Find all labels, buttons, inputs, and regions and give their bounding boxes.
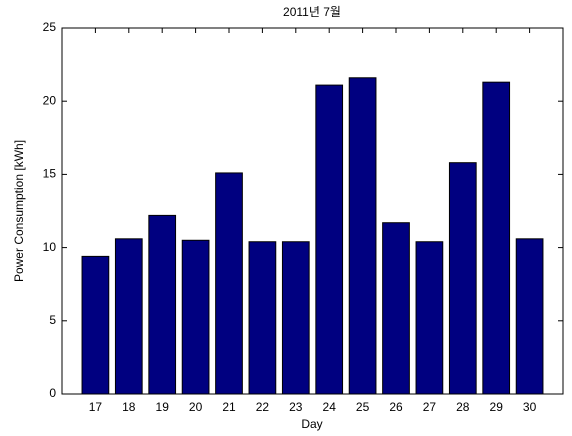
bar (114, 238, 143, 395)
bar (281, 241, 310, 395)
x-tick-label: 25 (356, 400, 370, 414)
x-tick-label: 24 (323, 400, 337, 414)
chart-title: 2011년 7월 (283, 5, 341, 19)
bar (215, 172, 243, 395)
x-axis-label: Day (301, 417, 322, 431)
x-tick-label: 22 (256, 400, 270, 414)
bar (248, 241, 277, 395)
bar (81, 255, 110, 395)
x-tick-label: 28 (456, 400, 470, 414)
y-axis-label: Power Consumption [kWh] (12, 140, 26, 282)
bar (148, 214, 177, 395)
y-tick-label: 25 (43, 20, 57, 34)
bar (348, 77, 377, 395)
y-tick-label: 0 (49, 386, 56, 400)
y-tick-label: 5 (49, 313, 56, 327)
x-tick-label: 29 (490, 400, 504, 414)
bar (482, 81, 511, 395)
x-tick-label: 19 (156, 400, 170, 414)
x-tick-label: 20 (189, 400, 203, 414)
x-tick-label: 17 (89, 400, 103, 414)
bar (515, 238, 544, 395)
y-tick-label: 20 (43, 93, 57, 107)
axes-box (61, 27, 564, 395)
x-tick-label: 21 (222, 400, 236, 414)
x-tick-label: 23 (289, 400, 303, 414)
bar (415, 241, 444, 395)
bar (315, 84, 344, 395)
x-tick-label: 27 (423, 400, 437, 414)
bar (382, 222, 410, 395)
x-tick-label: 30 (523, 400, 537, 414)
y-tick-label: 10 (43, 240, 57, 254)
x-tick-label: 26 (389, 400, 403, 414)
x-tick-label: 18 (122, 400, 136, 414)
y-tick-label: 15 (43, 167, 57, 181)
bar (448, 162, 477, 395)
bar (181, 239, 210, 395)
